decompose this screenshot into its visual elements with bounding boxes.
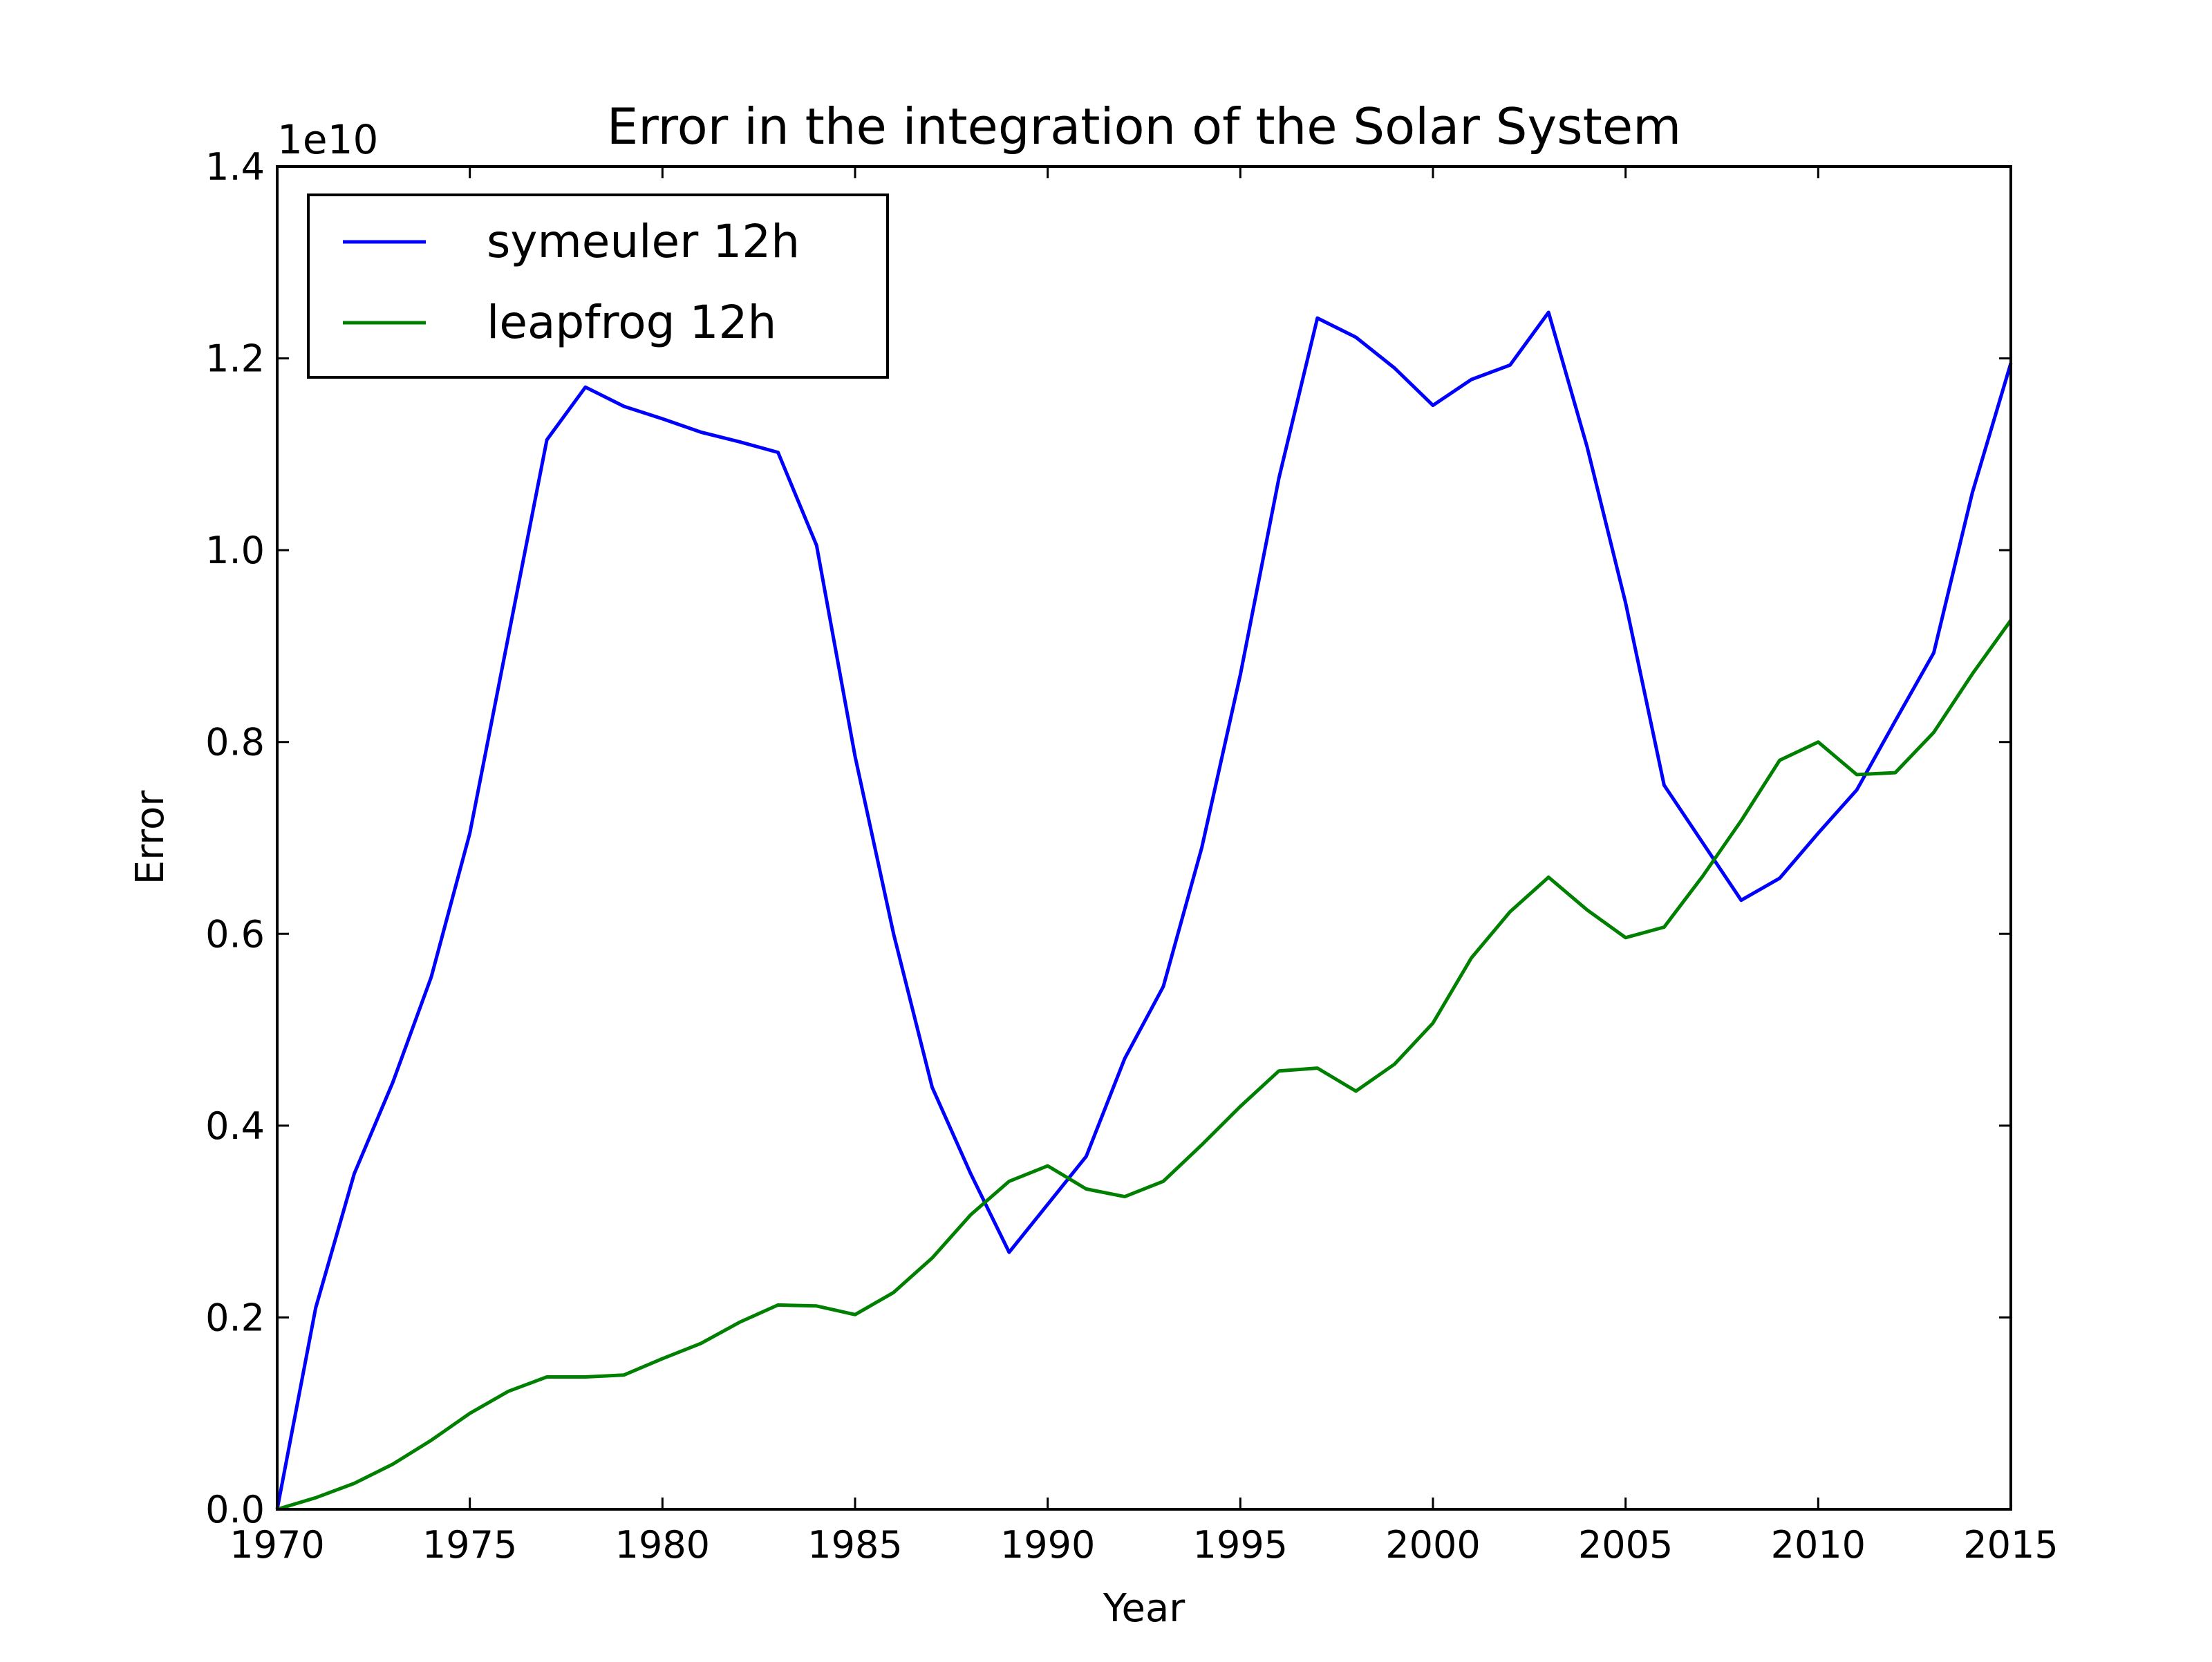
x-tick-label: 2005 [1578, 1523, 1673, 1567]
legend-box [307, 193, 889, 379]
y-tick-label: 0.0 [205, 1488, 265, 1531]
x-tick-label: 1970 [229, 1523, 324, 1567]
y-tick-label: 1.0 [205, 529, 265, 572]
y-tick-label: 1.2 [205, 337, 265, 381]
series-layer [275, 310, 2013, 1511]
x-tick-label: 2000 [1385, 1523, 1480, 1567]
x-tick-label: 1975 [422, 1523, 517, 1567]
series-line-symeuler [275, 310, 2013, 1510]
y-axis-offset-label: 1e10 [277, 116, 378, 163]
x-axis-label: Year [1103, 1586, 1186, 1631]
x-tick-label: 2015 [1963, 1523, 2058, 1567]
x-tick-label: 1985 [807, 1523, 902, 1567]
x-tick-label: 1995 [1193, 1523, 1288, 1567]
plot-frame [276, 165, 2012, 1511]
y-tick-label: 1.4 [205, 145, 265, 189]
legend-label-leapfrog: leapfrog 12h [487, 296, 776, 349]
legend-label-symeuler: symeuler 12h [487, 215, 800, 268]
y-tick-label: 0.8 [205, 721, 265, 764]
y-tick-label: 0.4 [205, 1104, 265, 1148]
x-tick-label: 1990 [1000, 1523, 1095, 1567]
chart-title: Error in the integration of the Solar Sy… [607, 97, 1682, 155]
y-axis-label: Error [128, 790, 173, 885]
x-tick-label: 1980 [615, 1523, 710, 1567]
legend: symeuler 12h leapfrog 12h [307, 193, 889, 379]
y-tick-label: 0.2 [205, 1296, 265, 1339]
tick-layer: 1970 1975 1980 1985 1990 1995 2000 2005 2010 2015… [205, 145, 2059, 1567]
x-tick-label: 2010 [1771, 1523, 1866, 1567]
series-line-leapfrog [276, 619, 2013, 1511]
y-tick-label: 0.6 [205, 912, 265, 956]
